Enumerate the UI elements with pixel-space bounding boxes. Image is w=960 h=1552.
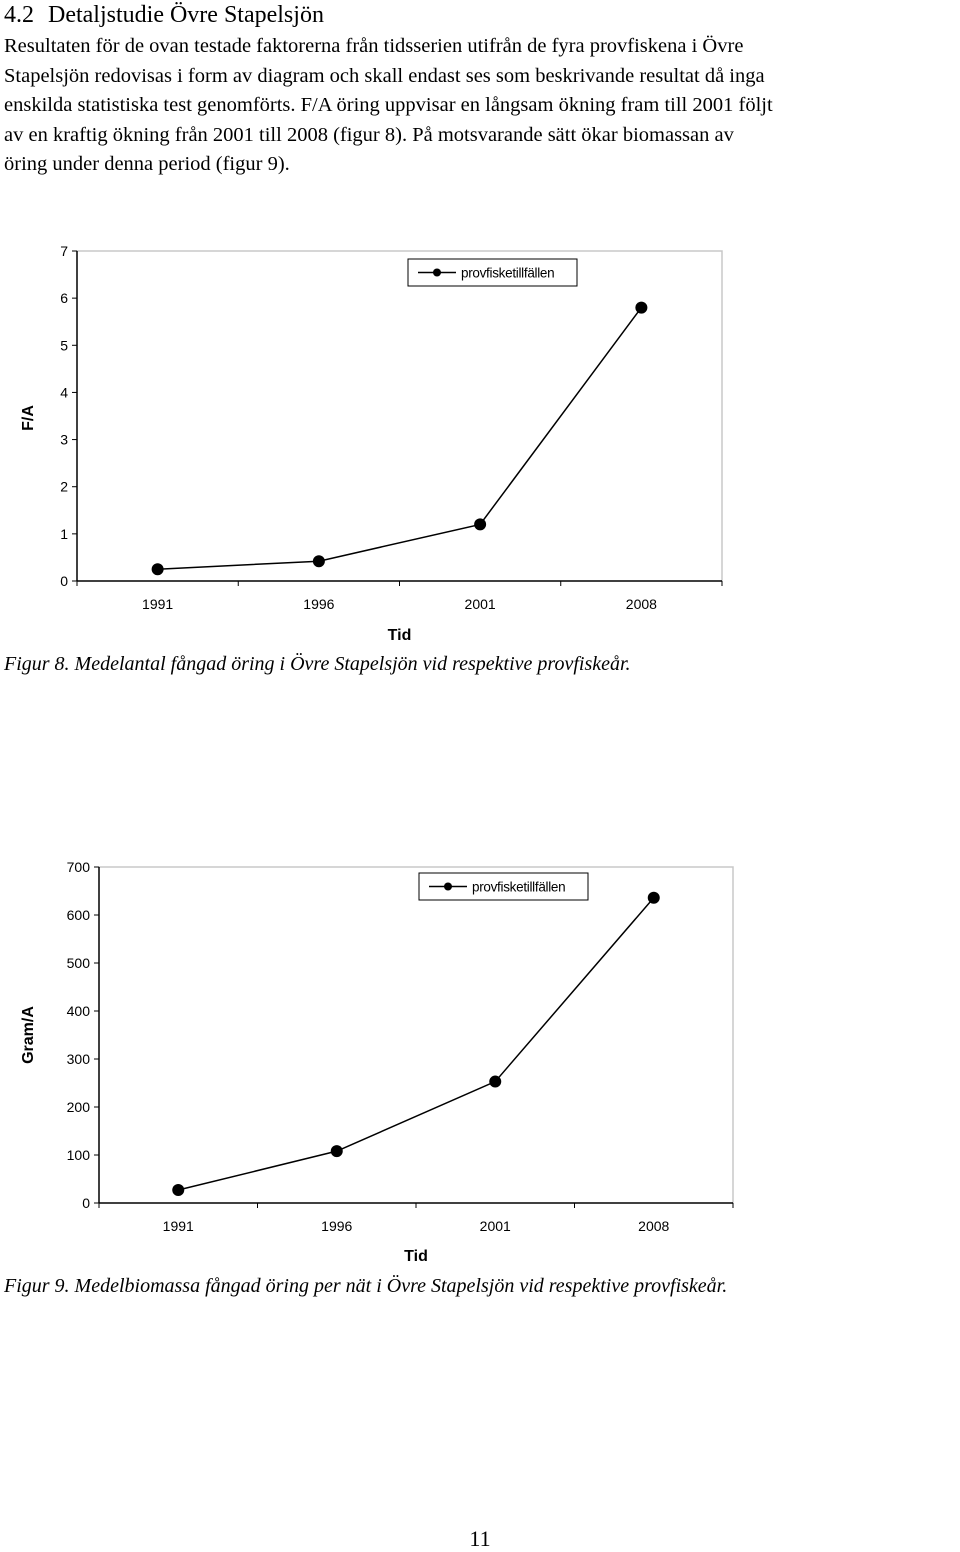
y-tick-label: 300 <box>67 1051 91 1067</box>
x-tick-label: 1991 <box>163 1218 194 1234</box>
legend: provfisketillfällen <box>418 872 589 901</box>
data-point <box>474 518 487 531</box>
data-point <box>489 1075 502 1088</box>
legend-marker <box>433 268 441 277</box>
data-point <box>330 1145 343 1158</box>
section-heading: 4.2 Detaljstudie Övre Stapelsjön <box>4 0 324 30</box>
y-tick-label: 600 <box>67 907 91 923</box>
series-line <box>157 307 642 570</box>
legend-marker <box>444 882 452 891</box>
body-paragraph: Resultaten för de ovan testade faktorern… <box>4 32 960 180</box>
data-point <box>172 1184 185 1197</box>
series-line <box>178 897 655 1191</box>
figure-8-caption: Figur 8. Medelantal fångad öring i Övre … <box>4 653 631 675</box>
figure-9-caption: Figur 9. Medelbiomassa fångad öring per … <box>4 1275 728 1297</box>
figure-8-chart: 0 1 2 3 4 5 6 7 1991 1996 2001 2008 F/A Tid provfisket… <box>20 243 723 644</box>
y-tick-label: 6 <box>60 290 68 306</box>
page-number: 11 <box>469 1526 491 1551</box>
x-tick-label: 2008 <box>626 596 657 612</box>
x-tick-label: 1991 <box>142 596 173 612</box>
y-axis-label: F/A <box>20 405 37 431</box>
x-tick-label: 2001 <box>465 596 496 612</box>
y-tick-label: 1 <box>60 526 68 542</box>
paragraph-line: Resultaten för de ovan testade faktorern… <box>4 35 744 57</box>
paragraph-line: öring under denna period (figur 9). <box>4 153 290 175</box>
legend-label: provfisketillfällen <box>461 266 554 281</box>
y-tick-label: 500 <box>67 955 91 971</box>
data-point <box>647 891 660 904</box>
section-number: 4.2 <box>4 2 34 28</box>
paragraph-line: Stapelsjön redovisas i form av diagram o… <box>4 64 765 87</box>
y-tick-label: 700 <box>67 859 91 875</box>
legend: provfisketillfällen <box>407 258 578 287</box>
data-point <box>151 563 164 576</box>
y-tick-label: 0 <box>60 573 68 589</box>
figure-9-chart: 0 100 200 300 400 500 600 700 1991 1996 2001 2008 Gr… <box>20 859 734 1265</box>
y-axis-label: Gram/A <box>20 1006 37 1064</box>
legend-label: provfisketillfällen <box>472 880 565 895</box>
y-tick-label: 100 <box>67 1147 91 1163</box>
y-tick-label: 200 <box>67 1099 91 1115</box>
x-axis-label: Tid <box>404 1248 428 1265</box>
x-tick-label: 1996 <box>321 1218 352 1234</box>
section-title: Detaljstudie Övre Stapelsjön <box>48 2 324 28</box>
y-tick-label: 3 <box>60 432 68 448</box>
paragraph-line: enskilda statistiska test genomförts. F/… <box>4 94 773 116</box>
y-tick-label: 5 <box>60 337 68 353</box>
y-tick-label: 2 <box>60 479 68 495</box>
plot-frame <box>99 866 734 1203</box>
x-tick-label: 1996 <box>303 596 334 612</box>
data-point <box>635 301 648 314</box>
y-tick-label: 4 <box>60 384 68 400</box>
y-tick-label: 400 <box>67 1003 91 1019</box>
paragraph-line: av en kraftig ökning från 2001 till 2008… <box>4 123 734 146</box>
x-tick-label: 2008 <box>638 1218 669 1234</box>
legend-box <box>418 872 589 901</box>
y-tick-label: 0 <box>82 1195 90 1211</box>
data-point <box>312 555 325 568</box>
x-tick-label: 2001 <box>480 1218 511 1234</box>
y-tick-label: 7 <box>60 243 68 259</box>
x-axis-label: Tid <box>388 627 412 644</box>
plot-frame <box>77 250 723 581</box>
